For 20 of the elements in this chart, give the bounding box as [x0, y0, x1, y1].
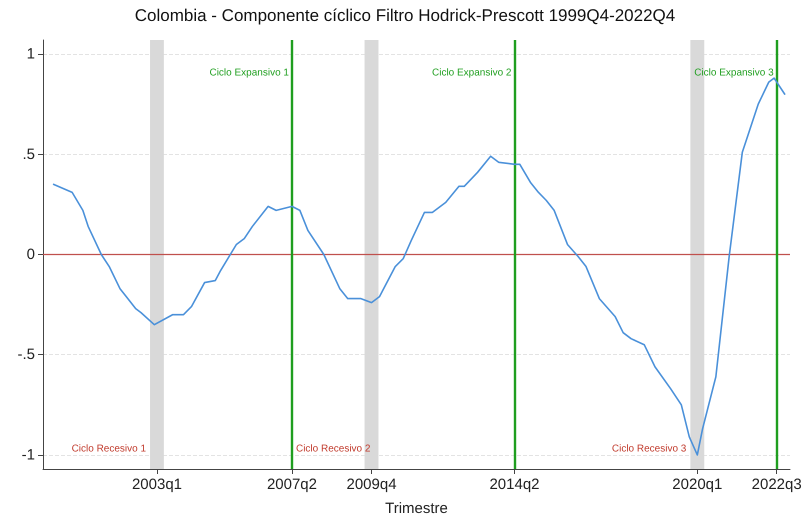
chart-title: Colombia - Componente cíclico Filtro Hodrick-Prescott 1999Q4-2022Q4: [134, 6, 676, 25]
band-label: Ciclo Recesivo 2: [296, 444, 371, 454]
y-tick-label: 1: [26, 46, 35, 63]
y-tick-label: -.5: [17, 346, 35, 364]
ref-line-label: Ciclo Expansivo 1: [209, 68, 290, 78]
x-tick-label: 2009q4: [346, 476, 397, 493]
x-tick-label: 2003q1: [132, 476, 182, 493]
x-tick-label: 2014q2: [489, 476, 540, 493]
line-series: [52, 77, 786, 456]
y-tick-label: .5: [22, 146, 35, 163]
y-tick-label: 0: [26, 246, 35, 263]
x-tick-label: 2022q3: [752, 476, 802, 493]
y-tick-label: -1: [22, 446, 35, 464]
ref-line-label: Ciclo Expansivo 2: [432, 68, 512, 78]
x-axis-title: Trimestre: [385, 500, 448, 517]
band-label: Ciclo Recesivo 1: [72, 444, 146, 454]
x-tick-label: 2020q1: [672, 476, 722, 493]
x-tick-label: 2007q2: [266, 476, 317, 493]
band-label: Ciclo Recesivo 3: [612, 444, 687, 454]
ref-line-label: Ciclo Expansivo 3: [694, 68, 774, 78]
